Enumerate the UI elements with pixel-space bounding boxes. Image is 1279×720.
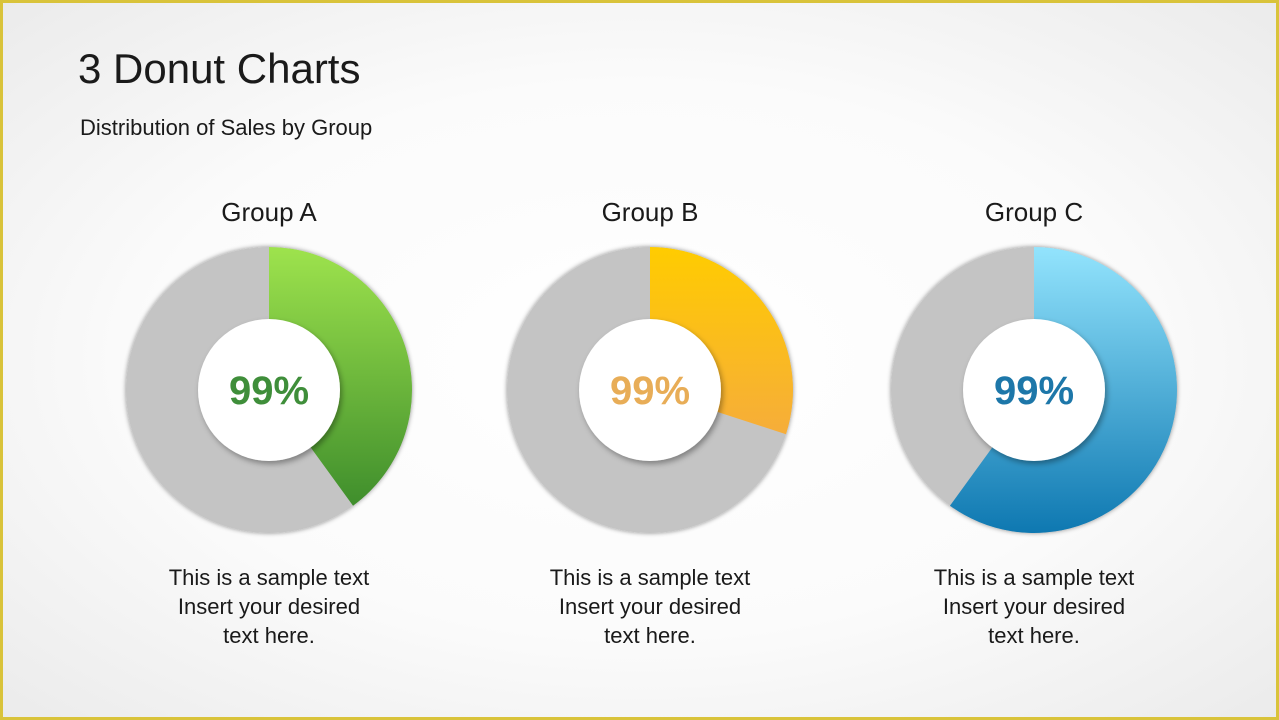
description-line: Insert your desired xyxy=(558,594,742,619)
description-line: Insert your desired xyxy=(177,594,361,619)
donut-group-c: Group C 99% This is a sample text Insert… xyxy=(864,193,1204,663)
donut-hole xyxy=(579,319,721,461)
donut-chart: 99% xyxy=(891,247,1177,533)
donut-hole xyxy=(963,319,1105,461)
slide-title: 3 Donut Charts xyxy=(78,45,361,92)
description-text: This is a sample text Insert your desire… xyxy=(480,563,820,650)
description-line: Insert your desired xyxy=(942,594,1126,619)
description-text: This is a sample text Insert your desire… xyxy=(99,563,439,650)
description-line: text here. xyxy=(223,623,315,648)
donut-chart: 99% xyxy=(126,247,412,533)
donut-title: Group B xyxy=(601,197,699,227)
donut-chart: 99% xyxy=(507,247,793,533)
donut-group-a: Group A 99% This is a sample text Insert… xyxy=(99,193,439,663)
donut-group-b: Group B 99% This is a sample text Insert… xyxy=(480,193,820,663)
donut-title: Group C xyxy=(984,197,1084,227)
description-line: This is a sample text xyxy=(168,565,370,590)
slide-subtitle: Distribution of Sales by Group xyxy=(80,115,373,140)
donut-center-label: 99% xyxy=(994,369,1074,413)
donut-center-label: 99% xyxy=(229,369,309,413)
donut-title: Group A xyxy=(221,197,317,227)
description-line: This is a sample text xyxy=(933,565,1135,590)
description-text: This is a sample text Insert your desire… xyxy=(864,563,1204,650)
donut-center-label: 99% xyxy=(610,369,690,413)
donut-slice-value xyxy=(269,247,412,506)
description-line: text here. xyxy=(988,623,1080,648)
description-line: text here. xyxy=(604,623,696,648)
donut-hole xyxy=(198,319,340,461)
description-line: This is a sample text xyxy=(549,565,751,590)
